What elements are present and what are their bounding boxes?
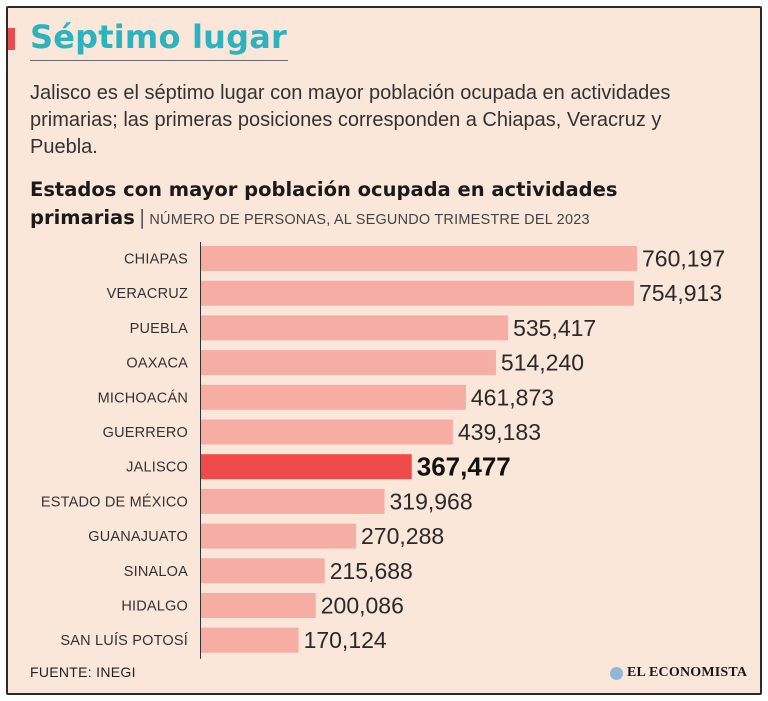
category-label: GUANAJUATO — [88, 529, 188, 545]
bar — [201, 523, 357, 549]
bar — [201, 350, 496, 376]
value-label: 215,688 — [330, 558, 413, 584]
brand-name: EL ECONOMISTA — [627, 665, 748, 680]
value-label: 754,913 — [639, 280, 722, 306]
brand-circle-icon — [610, 666, 623, 680]
title-underline — [30, 60, 288, 61]
bar — [201, 384, 466, 410]
value-label: 170,124 — [304, 627, 387, 653]
bar — [201, 454, 412, 480]
source-note: FUENTE: INEGI — [30, 664, 136, 680]
category-label: MICHOACÁN — [98, 389, 188, 406]
value-label: 200,086 — [321, 593, 404, 619]
bar — [201, 246, 637, 271]
value-label: 270,288 — [361, 523, 444, 549]
category-label: PUEBLA — [130, 321, 189, 337]
chart-title: Estados con mayor población ocupada en a… — [30, 178, 618, 229]
category-label: GUERRERO — [103, 425, 188, 441]
intro-text: Jalisco es el séptimo lugar con mayor po… — [30, 82, 671, 158]
value-label: 439,183 — [458, 419, 541, 445]
bar — [201, 315, 509, 341]
category-label: JALISCO — [126, 460, 188, 476]
value-label: 461,873 — [471, 384, 554, 410]
title-separator: | — [138, 206, 146, 229]
bar — [201, 558, 325, 584]
value-label: 760,197 — [642, 246, 725, 272]
bar — [201, 627, 299, 653]
title-accent-bar — [8, 28, 15, 50]
value-label: 514,240 — [501, 350, 584, 376]
page-title: Séptimo lugar — [30, 18, 288, 56]
category-label: OAXACA — [126, 356, 188, 372]
bar — [201, 280, 634, 306]
category-label: VERACRUZ — [107, 286, 188, 302]
bar — [201, 488, 385, 514]
category-label: SINALOA — [124, 564, 188, 580]
brand-logo: EL ECONOMISTA — [610, 665, 747, 681]
category-label: HIDALGO — [121, 599, 188, 615]
bar — [201, 419, 453, 445]
value-label: 319,968 — [390, 488, 473, 514]
category-label: CHIAPAS — [124, 252, 188, 268]
category-label: SAN LUÍS POTOSÍ — [60, 632, 188, 649]
bar — [201, 593, 316, 618]
value-label: 535,417 — [513, 315, 596, 341]
value-label: 367,477 — [417, 452, 511, 482]
category-label: ESTADO DE MÉXICO — [41, 493, 188, 510]
chart-title-block: Estados con mayor población ocupada en a… — [30, 176, 750, 234]
chart-subtitle: NÚMERO DE PERSONAS, AL SEGUNDO TRIMESTRE… — [149, 212, 590, 228]
